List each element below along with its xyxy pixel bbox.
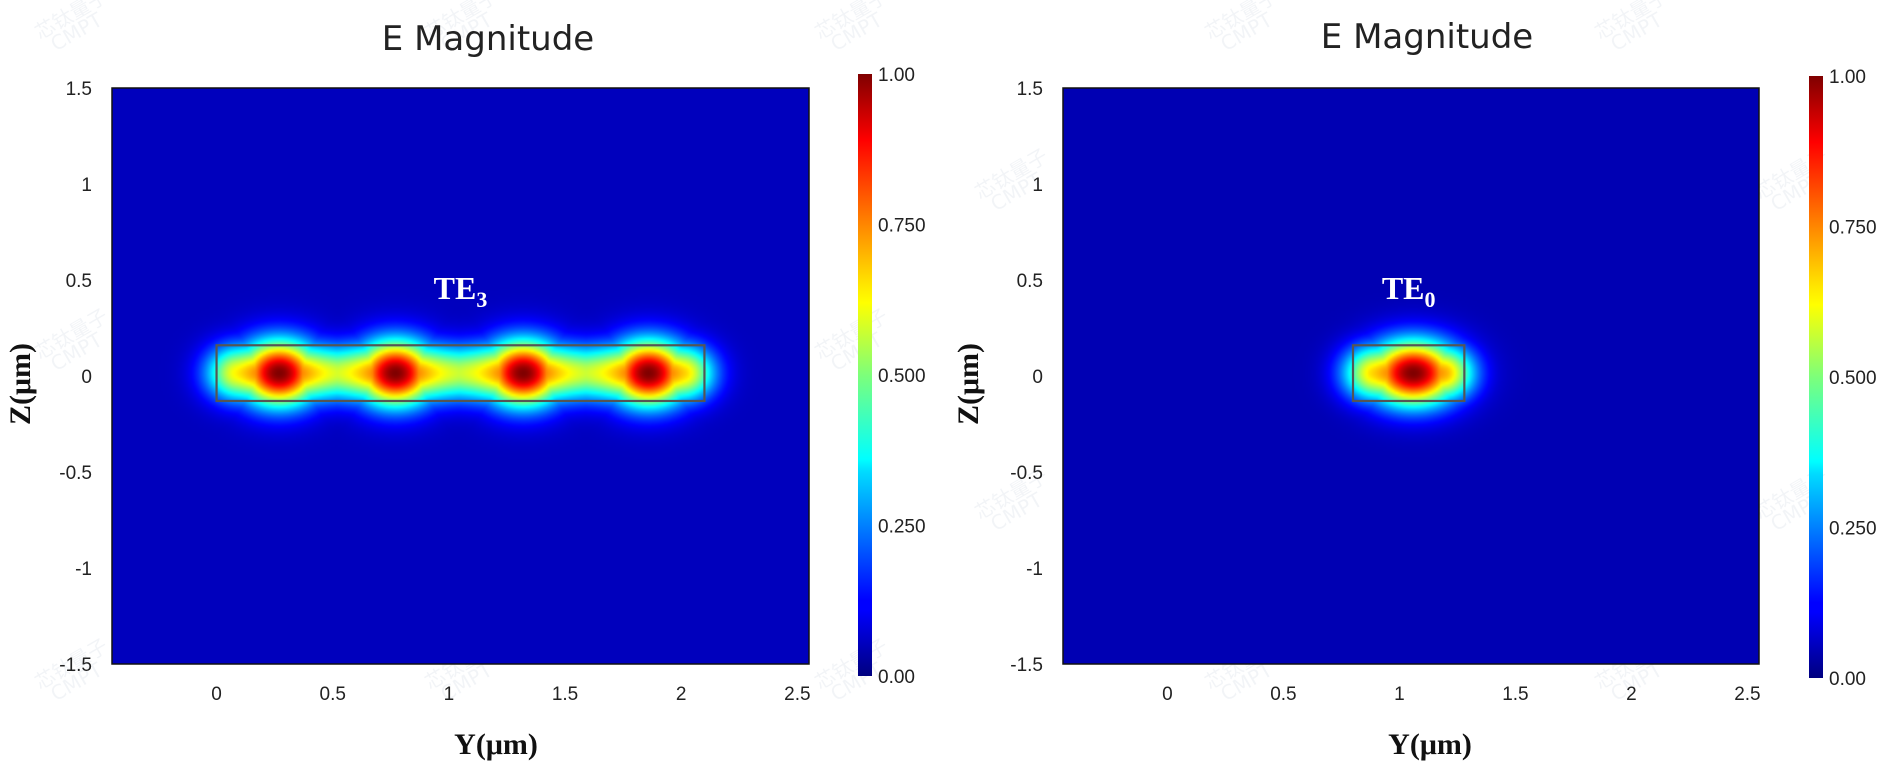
colorbar-tick-label: 0.750 — [1829, 218, 1877, 239]
plot-frame — [1062, 87, 1760, 665]
colorbar-tick-label: 0.00 — [1829, 669, 1866, 690]
plot-frame — [111, 87, 810, 665]
colorbar — [1809, 76, 1823, 678]
y-tick-label: -1 — [75, 559, 92, 580]
y-axis-label: Z(μm) — [4, 343, 37, 425]
y-tick-label: -1 — [1026, 559, 1043, 580]
y-tick-label: -1.5 — [1010, 655, 1043, 676]
colorbar-tick-label: 0.500 — [1829, 368, 1877, 389]
y-tick-label: -1.5 — [59, 655, 92, 676]
x-tick-label: 1 — [444, 684, 455, 705]
mode-label-subscript: 3 — [476, 287, 487, 312]
y-tick-label: 1.5 — [66, 79, 92, 100]
mode-label-subscript: 0 — [1425, 287, 1436, 312]
x-tick-label: 0.5 — [1270, 684, 1296, 705]
x-tick-label: 0 — [211, 684, 222, 705]
mode-label: TE3 — [434, 270, 488, 312]
y-tick-label: 1 — [81, 175, 92, 196]
x-axis-label: Y(μm) — [1388, 728, 1472, 761]
y-tick-label: -0.5 — [59, 463, 92, 484]
y-tick-label: -0.5 — [1010, 463, 1043, 484]
x-axis-label: Y(μm) — [454, 728, 538, 761]
x-tick-label: 1 — [1394, 684, 1405, 705]
x-tick-label: 2 — [676, 684, 687, 705]
y-tick-label: 1.5 — [1017, 79, 1043, 100]
colorbar-tick-label: 0.500 — [878, 366, 926, 387]
waveguide-outline — [1351, 344, 1466, 403]
chart-title: E Magnitude — [382, 19, 594, 59]
colorbar-tick-label: 0.250 — [878, 517, 926, 538]
y-tick-label: 0 — [1032, 367, 1043, 388]
y-tick-label: 0.5 — [66, 271, 92, 292]
colorbar — [858, 74, 872, 676]
x-tick-label: 1.5 — [1502, 684, 1528, 705]
x-tick-label: 2.5 — [784, 684, 810, 705]
colorbar-tick-label: 1.00 — [878, 65, 915, 86]
chart-title: E Magnitude — [1321, 17, 1533, 57]
field-heatmap — [112, 88, 809, 664]
colorbar-tick-label: 0.00 — [878, 667, 915, 688]
y-axis-label: Z(μm) — [952, 343, 985, 425]
panel-1: E Magnitude TE3 0 0.5 1 1.5 2 2.5 1.5 1 0.5 0 -0.5 -1… — [4, 19, 926, 761]
x-tick-label: 0 — [1162, 684, 1173, 705]
colorbar-tick-label: 0.750 — [878, 216, 926, 237]
waveguide-outline — [215, 344, 706, 403]
y-tick-label: 0 — [81, 367, 92, 388]
colorbar-tick-label: 0.250 — [1829, 519, 1877, 540]
field-heatmap — [1063, 88, 1759, 664]
x-tick-label: 2.5 — [1734, 684, 1760, 705]
x-tick-label: 2 — [1626, 684, 1637, 705]
y-tick-label: 1 — [1032, 175, 1043, 196]
mode-label: TE0 — [1382, 270, 1436, 312]
x-tick-label: 0.5 — [320, 684, 346, 705]
y-tick-label: 0.5 — [1017, 271, 1043, 292]
colorbar-tick-label: 1.00 — [1829, 67, 1866, 88]
mode-label-main: TE — [434, 270, 477, 306]
mode-label-main: TE — [1382, 270, 1425, 306]
x-tick-label: 1.5 — [552, 684, 578, 705]
